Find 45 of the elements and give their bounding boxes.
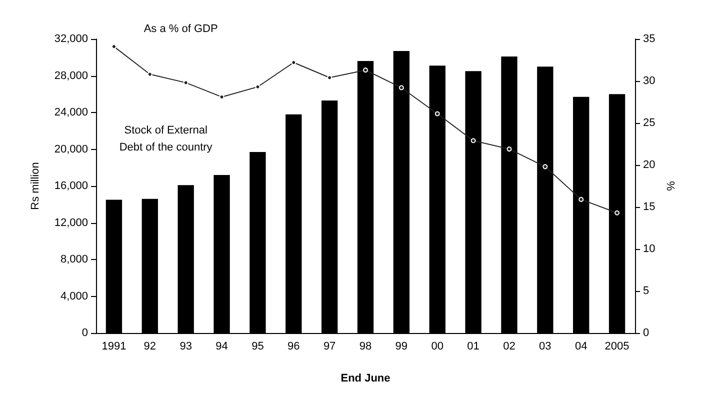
y-tick-label: 24,000 (54, 106, 88, 118)
x-tick-label: 94 (216, 340, 228, 352)
y-tick-label: 0 (82, 327, 88, 339)
point (434, 111, 440, 116)
y2-tick-label: 15 (643, 201, 656, 213)
y-tick-label: 16,000 (54, 180, 88, 192)
x-tick-label: 1991 (102, 340, 126, 352)
point (470, 138, 476, 144)
x-tick-label: 96 (288, 340, 300, 352)
y2-tick-label: 20 (643, 159, 656, 171)
series-label: Stock of External Debt of the country (119, 124, 213, 154)
x-tick-label: 00 (431, 340, 444, 352)
point (506, 146, 512, 152)
x-tick-label: 97 (323, 340, 336, 352)
x-tick-label: 98 (359, 340, 372, 352)
y2-tick-label: 35 (643, 33, 656, 45)
x-tick-label: 04 (574, 340, 588, 352)
x-tick-label: 99 (395, 340, 408, 352)
point (542, 164, 548, 170)
y-tick-label: 32,000 (54, 33, 88, 45)
y2-tick-label: 5 (643, 285, 650, 297)
y2-tick-label: 10 (643, 243, 656, 255)
point (398, 85, 404, 90)
text: As a % of GDP (144, 23, 218, 36)
y-tick-label: 12,000 (54, 216, 88, 229)
x-tick-label: 02 (503, 340, 516, 352)
y2-tick-label: 0 (643, 327, 650, 339)
x-axis-title: End June (340, 372, 390, 384)
point (614, 210, 620, 216)
y-tick-label: 8,000 (60, 254, 88, 266)
y-axis-title: Rs million (30, 162, 42, 210)
y-tick-label: 28,000 (54, 70, 88, 82)
y-tick-label: 4,000 (60, 290, 88, 302)
x-tick-label: 01 (467, 340, 480, 352)
x-tick-label: 2005 (604, 340, 630, 352)
y2-axis-title: % (666, 180, 678, 191)
y-tick-label: 20,000 (54, 143, 88, 156)
x-tick-label: 93 (180, 340, 192, 352)
y2-tick-label: 30 (643, 75, 656, 87)
x-tick-label: 95 (252, 340, 264, 352)
point (363, 68, 368, 73)
point (578, 196, 584, 202)
x-tick-label: 03 (539, 340, 552, 352)
y2-tick-label: 25 (643, 117, 656, 129)
x-tick-label: 92 (144, 340, 156, 352)
